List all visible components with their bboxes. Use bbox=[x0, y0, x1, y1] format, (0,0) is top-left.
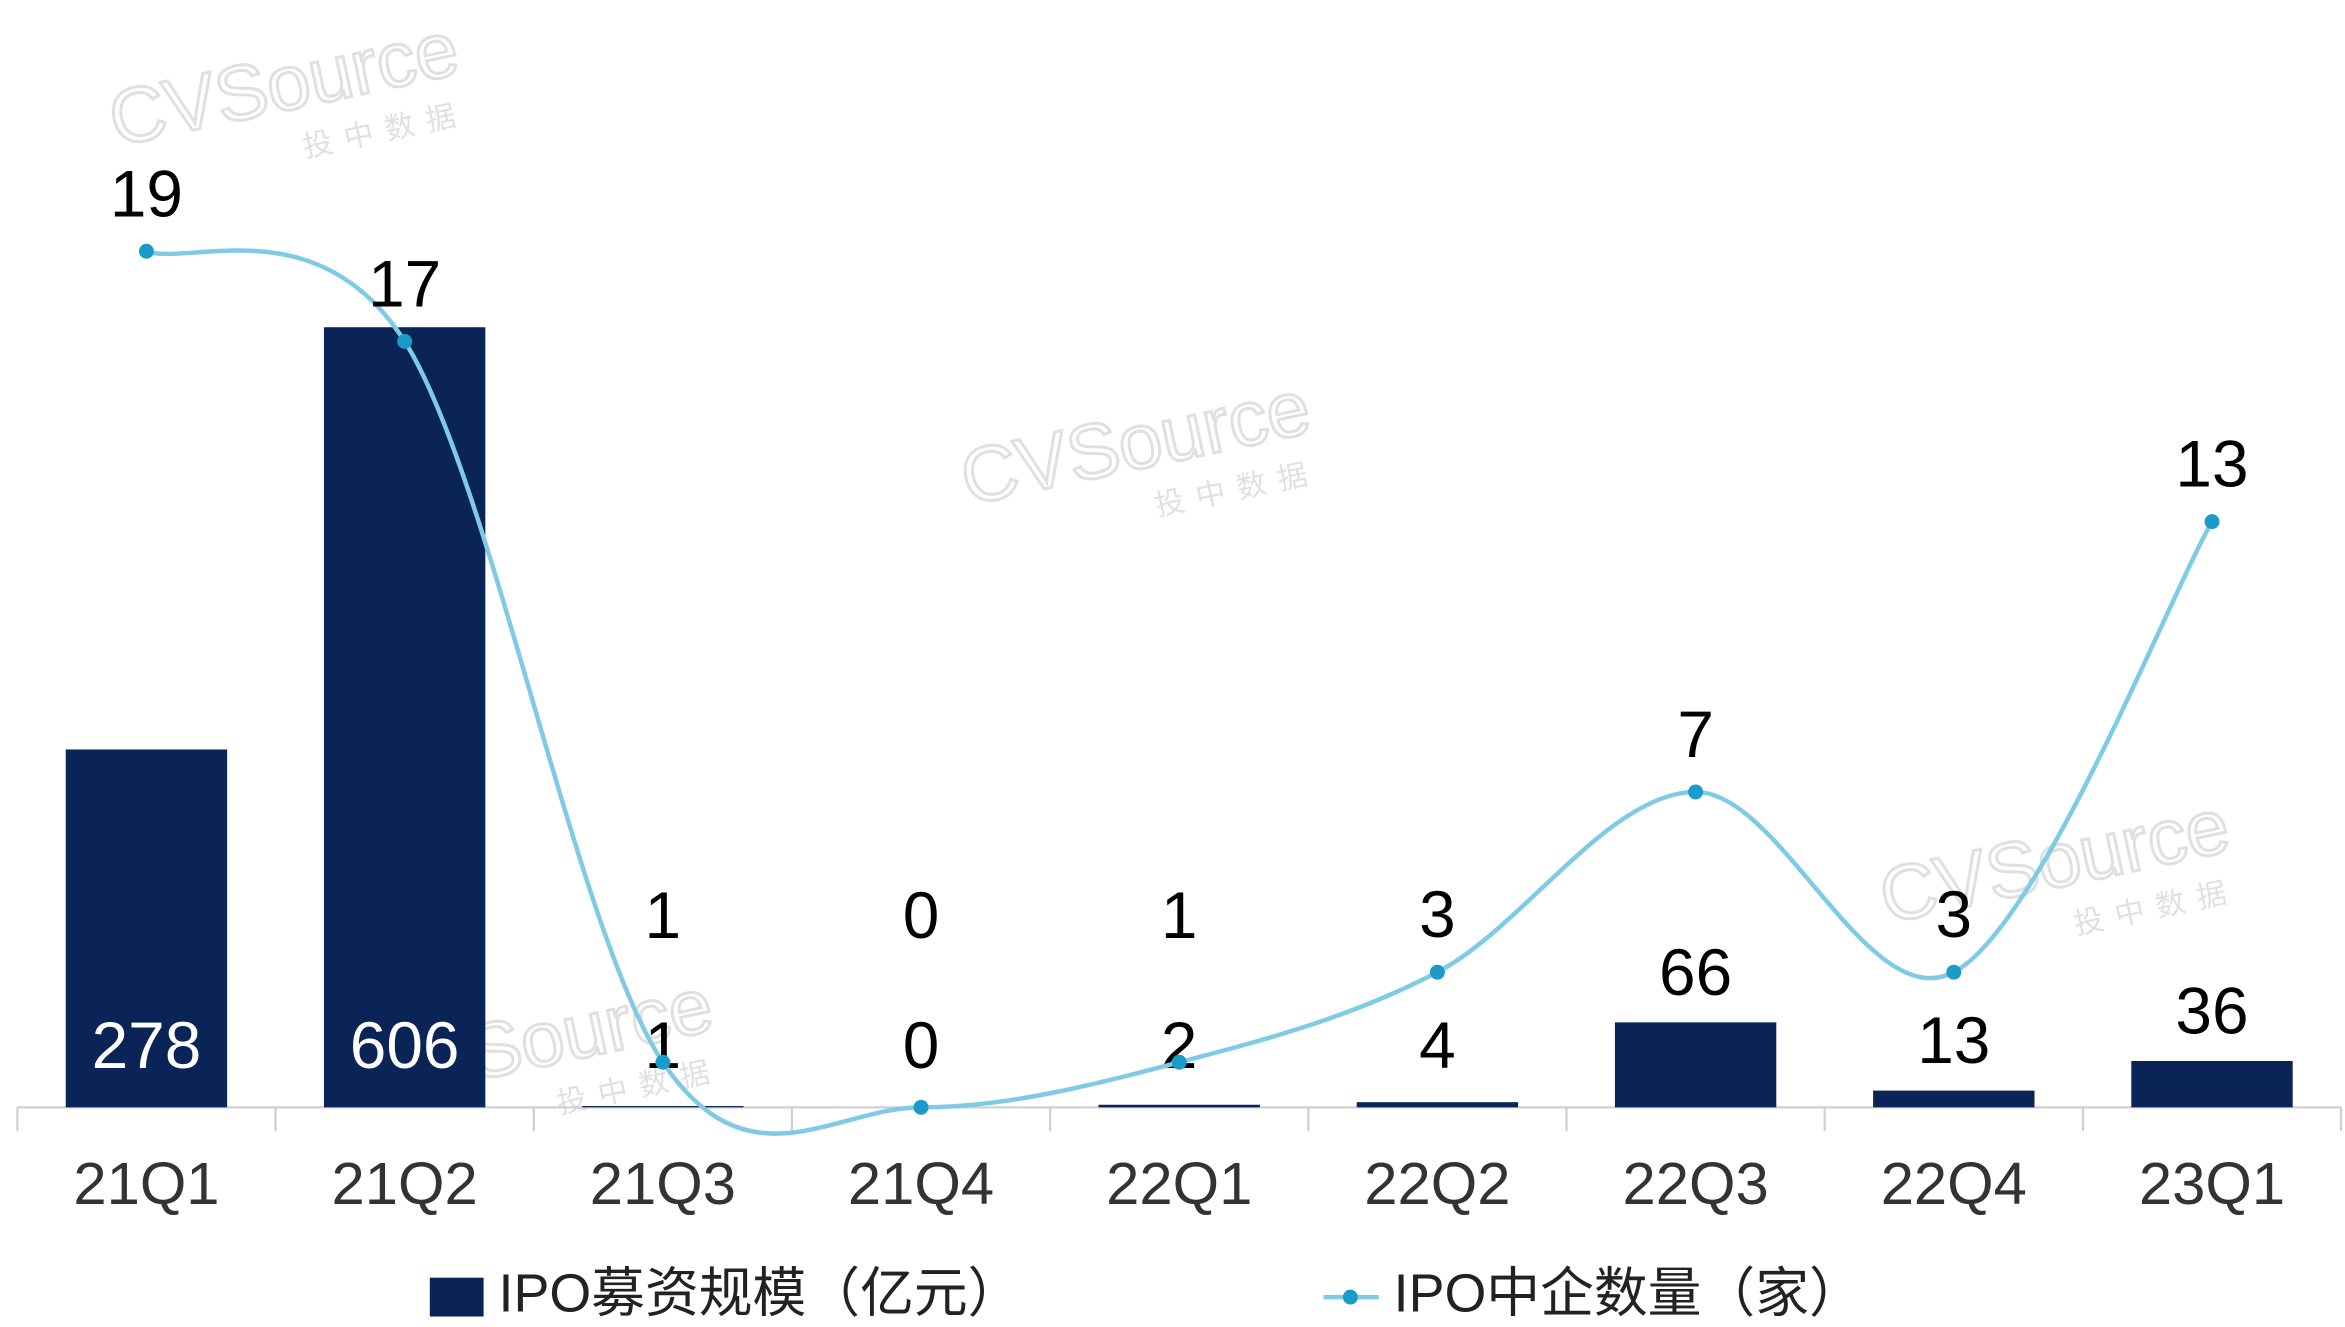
x-tick-label: 22Q2 bbox=[1364, 1150, 1510, 1217]
line-point bbox=[2204, 514, 2220, 530]
legend-label: IPO募资规模（亿元） bbox=[499, 1263, 1022, 1323]
bar bbox=[1098, 1104, 1260, 1108]
bar bbox=[323, 327, 486, 1108]
line-value-label: 3 bbox=[1419, 877, 1456, 951]
bar-value-label: 278 bbox=[92, 1008, 202, 1082]
line-point bbox=[913, 1099, 929, 1115]
bar bbox=[582, 1106, 744, 1108]
bar bbox=[2131, 1060, 2293, 1108]
x-tick-label: 22Q4 bbox=[1881, 1150, 2027, 1217]
bar-value-label: 2 bbox=[1161, 1008, 1198, 1082]
x-tick-label: 22Q1 bbox=[1106, 1150, 1252, 1217]
line-value-label: 19 bbox=[110, 156, 183, 230]
line-point bbox=[1946, 964, 1962, 980]
bar bbox=[1356, 1102, 1519, 1108]
bar-value-label: 66 bbox=[1659, 935, 1732, 1009]
bar-value-label: 0 bbox=[903, 1008, 940, 1082]
legend-point bbox=[1342, 1289, 1358, 1305]
x-tick-label: 22Q3 bbox=[1623, 1150, 1769, 1217]
line-point bbox=[397, 333, 413, 349]
bar-value-label: 36 bbox=[2175, 974, 2248, 1048]
line-value-label: 1 bbox=[1161, 878, 1198, 952]
x-tick-label: 21Q2 bbox=[332, 1150, 478, 1217]
x-tick-label: 21Q1 bbox=[73, 1150, 219, 1217]
bar bbox=[1614, 1022, 1777, 1108]
line-value-label: 0 bbox=[903, 878, 940, 952]
line-point bbox=[1688, 784, 1704, 800]
x-tick-label: 21Q4 bbox=[848, 1150, 994, 1217]
bar-value-label: 606 bbox=[350, 1008, 460, 1082]
x-tick-label: 23Q1 bbox=[2139, 1150, 2285, 1217]
line-point bbox=[138, 243, 154, 259]
line-point bbox=[655, 1054, 671, 1070]
bar bbox=[1873, 1090, 2035, 1108]
x-tick-label: 21Q3 bbox=[590, 1150, 736, 1217]
line-point bbox=[1429, 964, 1445, 980]
line-point bbox=[1171, 1054, 1187, 1070]
bar-value-label: 4 bbox=[1419, 1008, 1456, 1082]
line-value-label: 13 bbox=[2175, 427, 2248, 501]
line-value-label: 3 bbox=[1936, 877, 1973, 951]
line-value-label: 1 bbox=[645, 878, 682, 952]
legend-swatch bbox=[429, 1277, 484, 1317]
legend-label: IPO中企数量（家） bbox=[1394, 1263, 1863, 1323]
line-value-label: 17 bbox=[368, 246, 441, 320]
bar bbox=[65, 749, 228, 1108]
bar-value-label: 13 bbox=[1917, 1003, 1990, 1077]
line-value-label: 7 bbox=[1677, 697, 1714, 771]
